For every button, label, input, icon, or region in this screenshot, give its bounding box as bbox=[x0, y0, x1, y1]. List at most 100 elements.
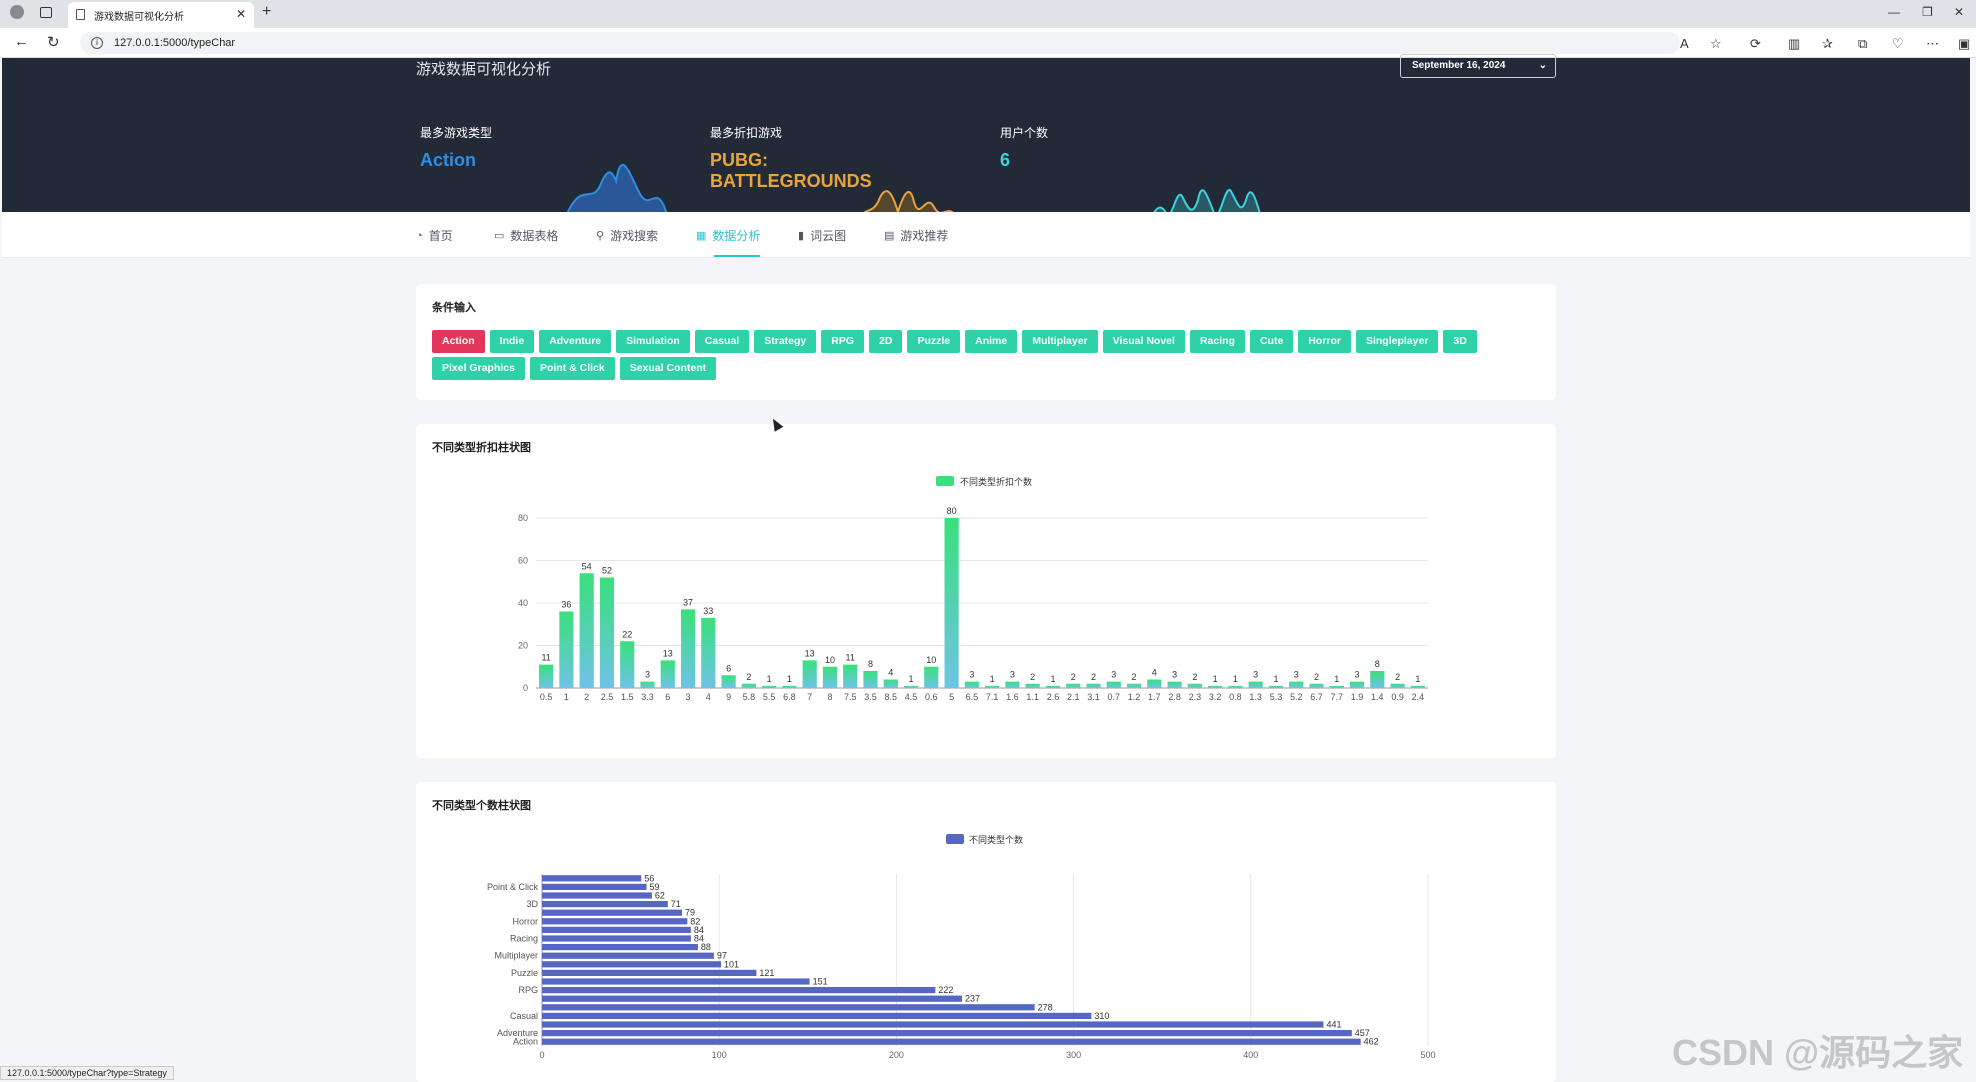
nav-label: 游戏推荐 bbox=[900, 229, 949, 243]
tag-button[interactable]: Horror bbox=[1298, 330, 1351, 353]
tag-button[interactable]: Casual bbox=[694, 330, 750, 353]
tag-button[interactable]: Strategy bbox=[754, 330, 817, 353]
tag-button[interactable]: Point & Click bbox=[529, 357, 615, 380]
bar bbox=[680, 609, 696, 688]
x-tick-label: 1 bbox=[564, 692, 569, 702]
data-label: 2 bbox=[1132, 672, 1137, 682]
x-tick-label: 400 bbox=[1243, 1050, 1258, 1060]
date-picker[interactable]: September 16, 2024 ⌄ bbox=[1400, 54, 1556, 78]
stat-label-users: 用户个数 bbox=[1000, 126, 1049, 140]
x-tick-label: 200 bbox=[889, 1050, 904, 1060]
tag-button[interactable]: Singleplayer bbox=[1355, 330, 1439, 353]
bar bbox=[863, 671, 878, 688]
stat-label-type: 最多游戏类型 bbox=[420, 126, 493, 140]
bar bbox=[1370, 671, 1385, 688]
watermark: CSDN @源码之家 bbox=[1672, 1032, 1964, 1073]
legend-label: 不同类型折扣个数 bbox=[960, 476, 1032, 487]
site-title: 游戏数据可视化分析 bbox=[416, 61, 552, 78]
back-icon[interactable]: ← bbox=[14, 33, 29, 50]
nav-label: 首页 bbox=[428, 229, 453, 243]
favorites-icon[interactable]: ✰ bbox=[1822, 36, 1833, 51]
tag-button[interactable]: Multiplayer bbox=[1022, 330, 1098, 353]
data-label: 2 bbox=[1091, 672, 1096, 682]
data-label: 8 bbox=[1375, 659, 1380, 669]
data-label: 80 bbox=[947, 506, 957, 516]
data-label: 97 bbox=[717, 951, 727, 961]
tag-button[interactable]: Sexual Content bbox=[619, 357, 717, 380]
data-label: 3 bbox=[1294, 670, 1299, 680]
minimize-icon[interactable]: — bbox=[1888, 5, 1900, 19]
x-tick-label: 3.5 bbox=[864, 692, 877, 702]
nav-item-home[interactable]: ◔ 首页 bbox=[416, 227, 453, 244]
more-icon[interactable]: ⋯ bbox=[1926, 36, 1939, 51]
restore-icon[interactable]: ❐ bbox=[1922, 5, 1933, 19]
data-label: 84 bbox=[694, 934, 704, 944]
data-label: 151 bbox=[813, 977, 828, 987]
new-tab-icon[interactable]: + bbox=[262, 3, 272, 20]
read-aloud-icon[interactable]: A bbox=[1680, 36, 1689, 51]
tab-title: 游戏数据可视化分析 bbox=[94, 11, 184, 23]
reload-icon[interactable]: ↻ bbox=[47, 34, 60, 51]
x-tick-label: 1.6 bbox=[1006, 692, 1019, 702]
bar bbox=[640, 681, 655, 688]
close-tab-icon[interactable]: ✕ bbox=[235, 7, 246, 21]
tag-button[interactable]: Racing bbox=[1189, 330, 1245, 353]
nav-item-wordcloud[interactable]: ▮ 词云图 bbox=[798, 227, 846, 244]
bar bbox=[1248, 681, 1263, 688]
bar bbox=[542, 892, 652, 899]
nav-item-analysis[interactable]: ▦ 数据分析 bbox=[696, 227, 761, 257]
data-label: 62 bbox=[655, 891, 665, 901]
x-tick-label: 2.8 bbox=[1168, 692, 1181, 702]
collections-icon[interactable]: ⧉ bbox=[1858, 36, 1868, 51]
tag-button[interactable]: Visual Novel bbox=[1102, 330, 1185, 353]
tag-button[interactable]: Adventure bbox=[539, 330, 612, 353]
url-text: 127.0.0.1:5000/typeChar bbox=[114, 37, 236, 49]
favorite-star-icon[interactable]: ☆ bbox=[1710, 36, 1722, 51]
nav-item-search[interactable]: ⚲ 游戏搜索 bbox=[596, 227, 658, 244]
tag-button[interactable]: Action bbox=[432, 330, 485, 353]
split-screen-icon[interactable]: ▥ bbox=[1788, 36, 1801, 51]
x-tick-label: 5.8 bbox=[743, 692, 756, 702]
data-label: 1 bbox=[1050, 674, 1055, 684]
refresh-extension-icon[interactable]: ⟳ bbox=[1750, 36, 1761, 51]
bar bbox=[1025, 683, 1040, 688]
data-label: 3 bbox=[1253, 670, 1258, 680]
site-info-icon[interactable]: i bbox=[91, 37, 103, 49]
tag-button[interactable]: Simulation bbox=[616, 330, 690, 353]
window-close-icon[interactable]: ✕ bbox=[1954, 5, 1965, 19]
bar bbox=[542, 918, 688, 925]
tag-button[interactable]: RPG bbox=[821, 330, 865, 353]
x-tick-label: 3 bbox=[686, 692, 691, 702]
sidebar-icon[interactable]: ▣ bbox=[1958, 36, 1971, 51]
tag-button[interactable]: Pixel Graphics bbox=[432, 357, 525, 380]
bar bbox=[985, 685, 1000, 688]
data-label: 10 bbox=[926, 655, 936, 665]
tag-button[interactable]: Cute bbox=[1249, 330, 1294, 353]
chevron-down-icon: ⌄ bbox=[1538, 60, 1547, 71]
tag-button[interactable]: Puzzle bbox=[907, 330, 961, 353]
data-label: 1 bbox=[1213, 674, 1218, 684]
tag-button[interactable]: 2D bbox=[869, 330, 903, 353]
nav-item-recommend[interactable]: ▤ 游戏推荐 bbox=[884, 227, 948, 244]
x-tick-label: 8 bbox=[827, 692, 832, 702]
tab-actions-icon[interactable] bbox=[40, 7, 52, 18]
y-tick-label: 40 bbox=[518, 598, 528, 608]
bar bbox=[542, 935, 691, 942]
tag-button[interactable]: 3D bbox=[1443, 330, 1477, 353]
tag-button[interactable]: Anime bbox=[965, 330, 1018, 353]
nav-item-table[interactable]: ▭ 数据表格 bbox=[494, 227, 558, 244]
x-tick-label: 1.9 bbox=[1351, 692, 1364, 702]
date-value: September 16, 2024 bbox=[1412, 60, 1506, 71]
bar bbox=[542, 1030, 1352, 1037]
tag-button[interactable]: Indie bbox=[489, 330, 535, 353]
browser-essentials-icon[interactable]: ♡ bbox=[1892, 36, 1904, 51]
data-label: 88 bbox=[701, 942, 711, 952]
bar bbox=[539, 664, 554, 688]
url-field[interactable]: i 127.0.0.1:5000/typeChar bbox=[80, 32, 1680, 54]
profile-icon[interactable] bbox=[10, 5, 24, 19]
browser-tab[interactable]: 游戏数据可视化分析 ✕ bbox=[68, 2, 254, 28]
x-tick-label: 7.1 bbox=[986, 692, 999, 702]
bar bbox=[542, 969, 757, 976]
status-bar-url: 127.0.0.1:5000/typeChar?type=Strategy bbox=[0, 1066, 174, 1080]
bar bbox=[1106, 681, 1121, 688]
